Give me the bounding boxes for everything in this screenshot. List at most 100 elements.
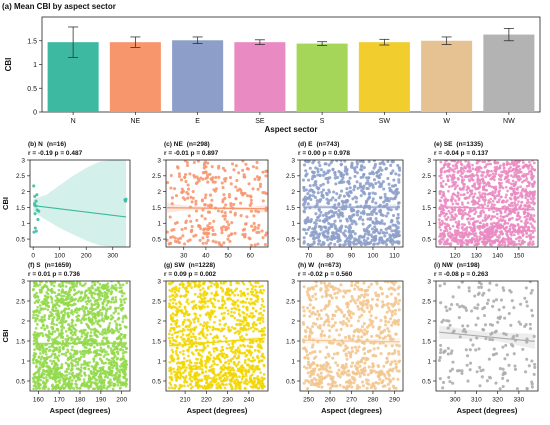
- scatter-point: [325, 235, 329, 239]
- scatter-point: [487, 162, 490, 166]
- scatter-point: [522, 229, 526, 232]
- scatter-point: [527, 200, 530, 204]
- scatter-point: [362, 173, 366, 177]
- scatter-point: [44, 307, 47, 310]
- scatter-point: [49, 295, 53, 299]
- scatter-point: [44, 295, 48, 299]
- scatter-point: [380, 219, 384, 223]
- scatter-point: [470, 173, 474, 177]
- scatter-point: [329, 223, 333, 228]
- scatter-point: [124, 384, 128, 388]
- scatter-point: [214, 175, 218, 180]
- scatter-point: [353, 184, 357, 188]
- scatter-point: [368, 212, 372, 216]
- scatter-point: [220, 210, 224, 214]
- scatter-point: [193, 327, 196, 331]
- scatter-point: [101, 306, 105, 310]
- scatter-point: [171, 336, 174, 340]
- scatter-point: [501, 186, 505, 190]
- scatter-point: [82, 283, 86, 287]
- scatter-point: [103, 293, 107, 297]
- scatter-point: [476, 161, 480, 164]
- scatter-point: [99, 358, 103, 362]
- scatter-point: [120, 357, 124, 361]
- scatter-point: [264, 191, 268, 196]
- scatter-point: [439, 232, 442, 236]
- scatter-point: [242, 173, 246, 177]
- scatter-point: [452, 173, 455, 177]
- scatter-point: [457, 223, 461, 227]
- scatter-point: [105, 292, 109, 296]
- scatter-point: [245, 308, 249, 312]
- scatter-point: [446, 224, 450, 228]
- scatter-point: [40, 290, 43, 294]
- scatter-point: [185, 366, 188, 370]
- scatter-point: [308, 189, 312, 193]
- scatter-point: [310, 177, 314, 181]
- scatter-x-tick-label: 100: [54, 253, 65, 260]
- scatter-y-tick-label: 2: [21, 189, 25, 196]
- scatter-point: [53, 339, 57, 342]
- scatter-point: [170, 228, 174, 232]
- scatter-point: [493, 175, 496, 179]
- scatter-x-tick-label: 90: [348, 253, 356, 260]
- scatter-point: [40, 326, 43, 330]
- scatter-point: [335, 160, 339, 163]
- scatter-point: [230, 326, 234, 329]
- scatter-point: [338, 243, 342, 247]
- scatter-y-tick-label: 1.5: [422, 205, 431, 212]
- scatter-point: [109, 347, 113, 350]
- scatter-point: [113, 363, 117, 367]
- scatter-point: [451, 210, 454, 214]
- scatter-point: [359, 194, 363, 198]
- scatter-point: [252, 221, 256, 226]
- scatter-point: [513, 171, 516, 175]
- scatter-point: [37, 347, 40, 351]
- scatter-point: [90, 322, 94, 326]
- scatter-point: [65, 376, 68, 380]
- scatter-point: [60, 300, 64, 304]
- scatter-point: [439, 199, 443, 203]
- scatter-point: [496, 161, 499, 165]
- scatter-y-tick-label: 1.5: [152, 205, 161, 212]
- scatter-point: [76, 335, 80, 339]
- scatter-point: [104, 311, 108, 315]
- bar-category-label: W: [443, 118, 450, 125]
- scatter-point: [516, 165, 520, 169]
- scatter-point: [48, 335, 52, 339]
- scatter-x-tick-label: 100: [368, 253, 379, 260]
- scatter-point: [234, 196, 238, 201]
- scatter-point: [105, 303, 109, 307]
- scatter-point: [181, 189, 185, 193]
- scatter-point: [470, 176, 473, 180]
- scatter-point: [82, 314, 86, 318]
- scatter-point: [118, 290, 121, 294]
- scatter-point: [87, 367, 91, 371]
- scatter-point: [64, 351, 68, 355]
- scatter-point: [40, 315, 44, 319]
- scatter-point: [450, 234, 454, 237]
- scatter-point: [120, 290, 124, 293]
- scatter-point: [364, 181, 368, 186]
- bar-category-label: N: [71, 118, 76, 125]
- scatter-point: [491, 172, 495, 176]
- scatter-point: [50, 332, 54, 336]
- scatter-point: [306, 196, 310, 200]
- bar-x-axis-label: Aspect sector: [265, 125, 318, 134]
- scatter-point: [53, 291, 57, 295]
- scatter-point: [523, 240, 526, 244]
- scatter-point: [42, 351, 45, 355]
- scatter-point: [77, 367, 80, 371]
- scatter-point: [480, 177, 484, 181]
- scatter-point: [32, 357, 36, 360]
- scatter-point: [476, 168, 479, 172]
- scatter-point: [364, 242, 368, 246]
- scatter-point: [511, 179, 515, 183]
- scatter-point: [116, 281, 120, 283]
- scatter-point: [45, 364, 48, 368]
- scatter-point: [496, 226, 500, 230]
- scatter-point: [100, 285, 104, 289]
- scatter-point: [199, 288, 202, 292]
- scatter-point: [382, 200, 386, 204]
- scatter-point: [447, 209, 451, 213]
